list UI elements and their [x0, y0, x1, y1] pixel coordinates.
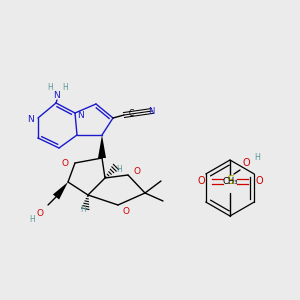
Text: N: N	[148, 106, 154, 116]
Text: H: H	[47, 83, 53, 92]
Text: O: O	[61, 158, 68, 167]
Text: O: O	[255, 176, 263, 186]
Text: S: S	[226, 175, 234, 188]
Text: O: O	[37, 208, 44, 217]
Text: N: N	[54, 92, 60, 100]
Text: O: O	[122, 206, 130, 215]
Text: N: N	[28, 115, 34, 124]
Text: O: O	[197, 176, 205, 186]
Text: H: H	[62, 83, 68, 92]
Text: H: H	[116, 166, 122, 175]
Text: CH₃: CH₃	[222, 178, 238, 187]
Text: H: H	[29, 214, 35, 224]
Text: H: H	[80, 205, 86, 214]
Text: O: O	[134, 167, 140, 176]
Polygon shape	[98, 135, 106, 158]
Text: C: C	[128, 110, 134, 118]
Text: N: N	[78, 112, 84, 121]
Text: H: H	[254, 152, 260, 161]
Text: O: O	[242, 158, 250, 168]
Polygon shape	[53, 182, 68, 200]
